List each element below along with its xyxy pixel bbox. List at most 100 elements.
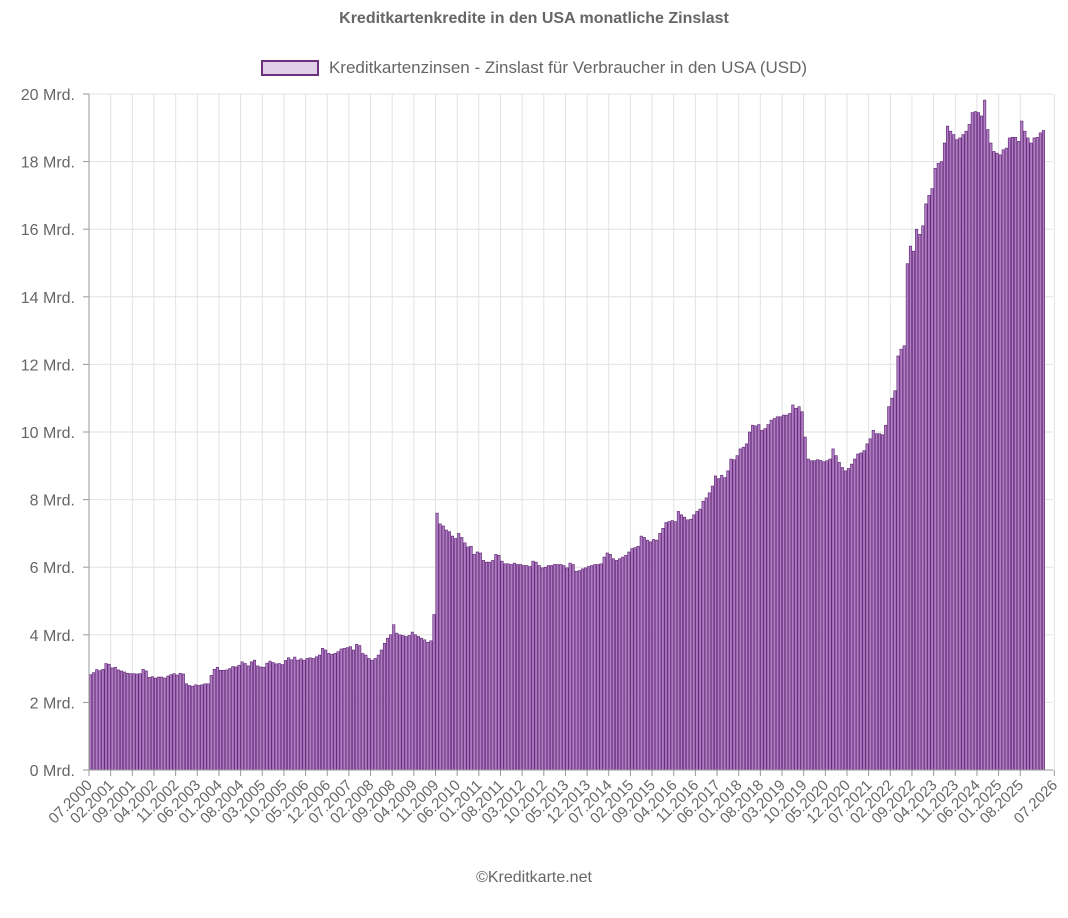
bar[interactable]: [1001, 149, 1005, 771]
bar[interactable]: [1017, 141, 1021, 771]
bar[interactable]: [605, 552, 609, 771]
bar[interactable]: [138, 673, 142, 771]
bar[interactable]: [673, 521, 677, 771]
bar[interactable]: [649, 541, 653, 771]
bar[interactable]: [636, 545, 640, 771]
bar[interactable]: [311, 658, 315, 771]
bar[interactable]: [1041, 130, 1045, 771]
bar[interactable]: [531, 560, 535, 771]
bar[interactable]: [871, 430, 875, 771]
bar[interactable]: [741, 446, 745, 771]
bar[interactable]: [469, 545, 473, 771]
bar[interactable]: [132, 673, 136, 771]
bar[interactable]: [116, 669, 120, 771]
bar[interactable]: [169, 674, 173, 771]
bar[interactable]: [794, 408, 798, 771]
bar[interactable]: [915, 228, 919, 771]
bar[interactable]: [141, 668, 145, 771]
bar[interactable]: [253, 659, 257, 771]
bar[interactable]: [246, 665, 250, 771]
bar[interactable]: [884, 424, 888, 771]
bar[interactable]: [775, 416, 779, 771]
bar[interactable]: [816, 459, 820, 771]
bar[interactable]: [757, 424, 761, 771]
bar[interactable]: [515, 564, 519, 771]
bar[interactable]: [212, 668, 216, 771]
bar[interactable]: [172, 673, 176, 771]
bar[interactable]: [376, 654, 380, 771]
bar[interactable]: [280, 664, 284, 771]
bar[interactable]: [481, 560, 485, 771]
bar[interactable]: [342, 648, 346, 771]
bar[interactable]: [831, 448, 835, 771]
bar[interactable]: [534, 561, 538, 771]
bar[interactable]: [401, 635, 405, 771]
bar[interactable]: [1038, 132, 1042, 771]
bar[interactable]: [874, 433, 878, 771]
bar[interactable]: [268, 660, 272, 771]
bar[interactable]: [500, 560, 504, 771]
bar[interactable]: [713, 475, 718, 771]
bar[interactable]: [955, 139, 959, 771]
bar[interactable]: [197, 685, 201, 771]
bar[interactable]: [630, 548, 634, 771]
bar[interactable]: [98, 670, 102, 771]
bar[interactable]: [562, 565, 566, 771]
bar[interactable]: [853, 458, 857, 771]
bar[interactable]: [859, 452, 863, 771]
bar[interactable]: [395, 632, 399, 771]
chart-legend[interactable]: Kreditkartenzinsen - Zinslast für Verbra…: [0, 58, 1068, 78]
bar[interactable]: [358, 645, 362, 771]
bar[interactable]: [240, 661, 244, 771]
bar[interactable]: [976, 112, 980, 771]
bar[interactable]: [670, 520, 674, 771]
bar[interactable]: [778, 416, 782, 771]
bar[interactable]: [580, 568, 584, 771]
bar[interactable]: [590, 565, 594, 771]
bar[interactable]: [769, 419, 773, 771]
bar[interactable]: [788, 413, 792, 771]
bar[interactable]: [92, 672, 96, 771]
bar[interactable]: [503, 563, 507, 771]
bar[interactable]: [819, 460, 823, 771]
bar[interactable]: [333, 653, 337, 771]
bar[interactable]: [701, 500, 705, 771]
bar[interactable]: [129, 673, 133, 771]
bar[interactable]: [379, 649, 383, 771]
bar[interactable]: [485, 561, 489, 771]
bar[interactable]: [209, 675, 213, 771]
bar[interactable]: [930, 188, 934, 771]
bar[interactable]: [361, 653, 365, 771]
bar[interactable]: [321, 648, 325, 771]
bar[interactable]: [234, 666, 238, 771]
bar[interactable]: [611, 558, 615, 771]
bar[interactable]: [475, 551, 479, 771]
bar[interactable]: [621, 556, 625, 771]
bar[interactable]: [729, 458, 733, 771]
bar[interactable]: [825, 460, 829, 771]
bar[interactable]: [664, 522, 668, 771]
bar[interactable]: [812, 460, 817, 771]
bar[interactable]: [404, 636, 408, 771]
bar[interactable]: [593, 564, 597, 771]
bar[interactable]: [364, 654, 368, 771]
bar[interactable]: [345, 647, 349, 771]
bar[interactable]: [308, 657, 312, 771]
bar[interactable]: [506, 563, 510, 771]
bar[interactable]: [256, 665, 260, 771]
bar[interactable]: [324, 649, 328, 771]
bar[interactable]: [293, 656, 297, 771]
bar[interactable]: [509, 564, 513, 771]
bar[interactable]: [451, 535, 455, 771]
bar[interactable]: [352, 649, 356, 771]
bar[interactable]: [717, 478, 721, 771]
bar[interactable]: [782, 414, 786, 771]
bar[interactable]: [175, 674, 179, 771]
bar[interactable]: [933, 168, 937, 771]
bar[interactable]: [834, 455, 838, 771]
bar[interactable]: [661, 528, 665, 771]
legend-label[interactable]: Kreditkartenzinsen - Zinslast für Verbra…: [328, 58, 808, 77]
bar[interactable]: [1020, 120, 1024, 771]
bar[interactable]: [178, 673, 182, 771]
bar[interactable]: [856, 453, 860, 771]
